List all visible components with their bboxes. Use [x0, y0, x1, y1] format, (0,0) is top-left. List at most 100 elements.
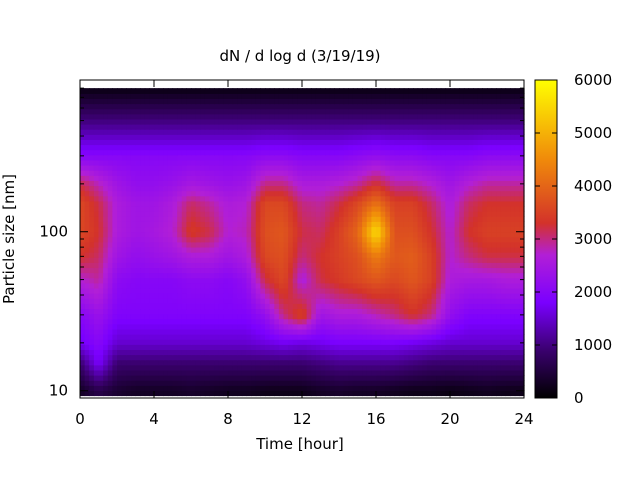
heat-cell	[459, 375, 465, 381]
heat-cell	[408, 129, 414, 135]
heat-cell	[209, 364, 215, 371]
heat-cell	[288, 303, 294, 310]
heat-cell	[84, 303, 90, 310]
heat-cell	[352, 257, 359, 263]
heat-cell	[149, 267, 155, 274]
heat-cell	[260, 380, 266, 386]
heat-cell	[177, 226, 183, 233]
heat-cell	[98, 252, 104, 258]
heat-cell	[84, 354, 90, 361]
heat-cell	[408, 211, 414, 217]
heat-cell	[154, 308, 160, 315]
heat-cell	[366, 211, 372, 217]
heat-cell	[241, 334, 248, 340]
heat-cell	[343, 293, 349, 299]
heat-cell	[255, 364, 261, 371]
heat-cell	[172, 390, 178, 397]
heat-cell	[463, 369, 470, 376]
heat-cell	[403, 298, 409, 304]
heat-cell	[473, 164, 479, 171]
heat-cell	[408, 293, 414, 299]
heat-cell	[218, 154, 224, 161]
heat-cell	[260, 369, 266, 376]
heat-cell	[491, 231, 497, 238]
heat-cell	[209, 164, 215, 171]
heat-cell	[260, 236, 266, 243]
heat-cell	[376, 323, 382, 330]
heat-cell	[459, 205, 465, 212]
heat-cell	[200, 241, 206, 248]
heat-cell	[357, 211, 363, 217]
heat-cell	[117, 205, 123, 212]
heat-cell	[348, 318, 354, 325]
heat-cell	[163, 354, 169, 361]
heat-cell	[214, 185, 220, 192]
heat-cell	[352, 282, 359, 289]
heat-cell	[232, 282, 238, 289]
heat-cell	[195, 359, 201, 366]
heat-cell	[477, 185, 483, 192]
heat-cell	[297, 211, 303, 217]
heat-cell	[191, 180, 197, 187]
heat-cell	[431, 334, 437, 340]
heat-cell	[468, 334, 474, 340]
heat-cell	[436, 164, 442, 171]
heat-cell	[223, 226, 229, 233]
heat-cell	[288, 211, 294, 217]
heat-cell	[177, 185, 183, 192]
heat-cell	[121, 185, 127, 192]
heat-cell	[496, 262, 502, 269]
heat-cell	[140, 375, 146, 381]
heat-cell	[454, 211, 460, 217]
heat-cell	[371, 359, 377, 366]
heat-cell	[163, 226, 169, 233]
heat-cell	[473, 380, 479, 386]
heat-cell	[214, 323, 220, 330]
heat-cell	[403, 262, 409, 269]
heat-cell	[200, 272, 206, 279]
heat-cell	[255, 241, 261, 248]
heat-cell	[510, 159, 516, 166]
heat-cell	[112, 369, 118, 376]
heat-cell	[237, 390, 243, 397]
heat-cell	[450, 226, 456, 233]
heat-cell	[117, 308, 123, 315]
heat-cell	[339, 272, 345, 279]
heat-cell	[371, 390, 377, 397]
heat-cell	[417, 231, 423, 238]
heat-cell	[237, 252, 243, 258]
heat-cell	[454, 257, 460, 263]
heat-cell	[191, 262, 197, 269]
heat-cell	[218, 364, 224, 371]
heat-cell	[487, 170, 493, 176]
heat-cell	[195, 134, 201, 140]
heat-cell	[463, 344, 470, 350]
heat-cell	[477, 144, 483, 151]
heat-cell	[241, 293, 248, 299]
heat-cell	[260, 272, 266, 279]
heat-cell	[89, 344, 95, 350]
heat-cell	[325, 323, 331, 330]
heat-cell	[357, 236, 363, 243]
heat-cell	[514, 293, 520, 299]
heat-cell	[487, 134, 493, 140]
heat-cell	[172, 262, 178, 269]
heat-cell	[325, 344, 331, 350]
heat-cell	[389, 164, 396, 171]
heat-cell	[214, 226, 220, 233]
heat-cell	[440, 175, 446, 181]
heat-cell	[274, 185, 280, 192]
heat-cell	[228, 313, 234, 320]
heat-cell	[320, 262, 326, 269]
heat-cell	[269, 364, 275, 371]
heat-cell	[121, 262, 127, 269]
heat-cell	[306, 349, 312, 356]
heat-cell	[389, 267, 396, 274]
heat-cell	[380, 308, 386, 315]
heat-cell	[514, 328, 520, 335]
heat-cell	[325, 359, 331, 366]
heat-cell	[519, 369, 525, 376]
heat-cell	[117, 129, 123, 135]
heat-cell	[158, 293, 164, 299]
heat-cell	[482, 164, 488, 171]
